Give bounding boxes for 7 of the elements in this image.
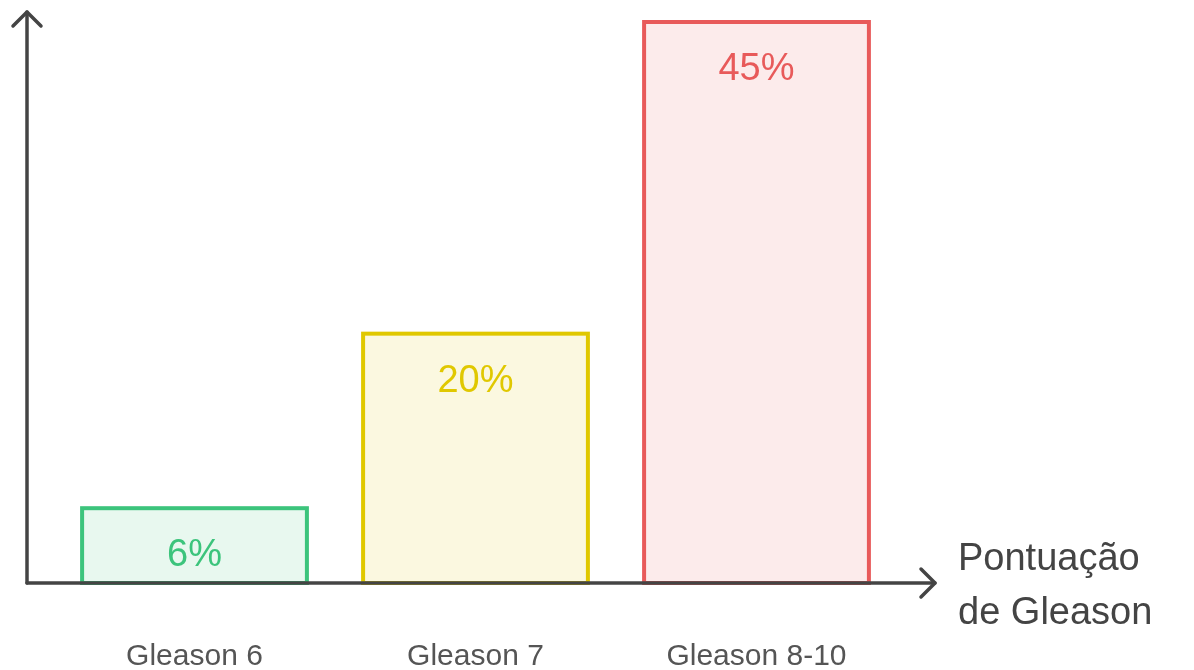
data-label: 45% bbox=[718, 46, 795, 88]
x-axis-title: Pontuação de Gleason bbox=[958, 536, 1153, 632]
x-tick-label: Gleason 8-10 bbox=[666, 638, 847, 670]
data-label: 20% bbox=[437, 357, 514, 400]
x-tick-label: Gleason 6 bbox=[126, 638, 263, 670]
x-tick-label: Gleason 7 bbox=[407, 638, 544, 670]
data-label: 6% bbox=[167, 532, 222, 575]
